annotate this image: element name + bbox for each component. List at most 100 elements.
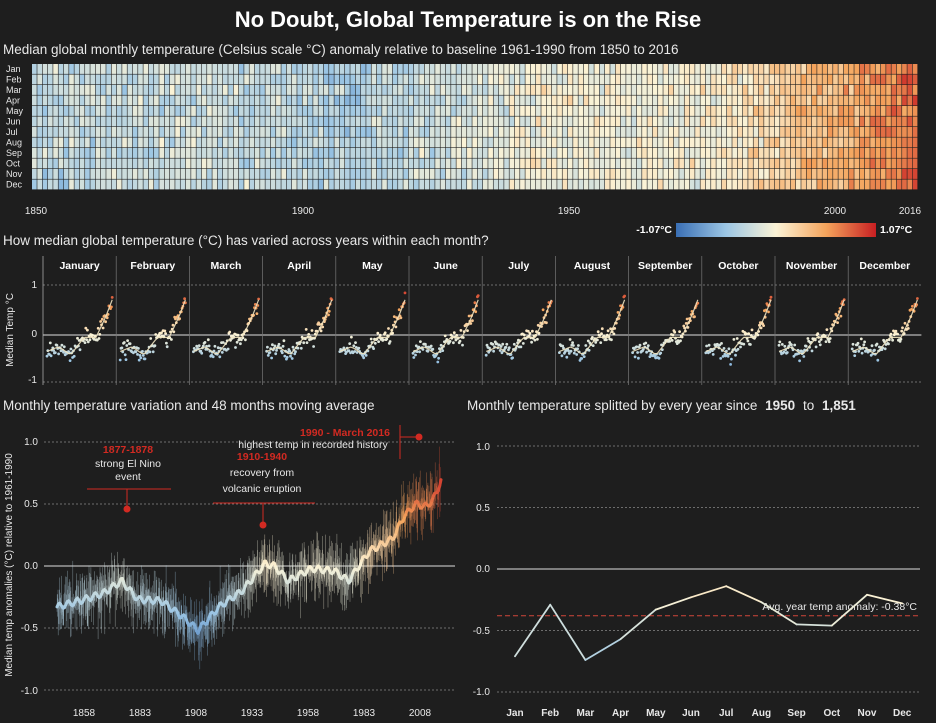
heatmap-cell[interactable]: [355, 179, 361, 190]
heatmap-cell[interactable]: [843, 64, 849, 74]
heatmap-cell[interactable]: [620, 95, 626, 106]
heatmap-cell[interactable]: [265, 127, 271, 137]
heatmap-cells[interactable]: [32, 64, 918, 190]
heatmap-cell[interactable]: [159, 158, 165, 169]
heatmap-cell[interactable]: [270, 106, 276, 116]
heatmap-cell[interactable]: [233, 127, 239, 137]
heatmap-cell[interactable]: [286, 74, 292, 85]
heatmap-cell[interactable]: [270, 158, 276, 169]
heatmap-cell[interactable]: [875, 158, 881, 169]
heatmap-cell[interactable]: [567, 106, 573, 116]
heatmap-cell[interactable]: [191, 137, 196, 148]
heatmap-cell[interactable]: [780, 95, 785, 106]
heatmap-cell[interactable]: [334, 106, 340, 116]
heatmap-cell[interactable]: [318, 85, 324, 95]
heatmap-cell[interactable]: [764, 95, 769, 106]
heatmap-cell[interactable]: [249, 127, 255, 137]
heatmap-cell[interactable]: [302, 116, 308, 127]
heatmap-cell[interactable]: [249, 106, 255, 116]
heatmap-cell[interactable]: [138, 106, 143, 116]
heatmap-cell[interactable]: [504, 127, 509, 137]
heatmap-cell[interactable]: [47, 127, 53, 137]
heatmap-cell[interactable]: [514, 85, 520, 95]
heatmap-cell[interactable]: [217, 74, 223, 85]
heatmap-cell[interactable]: [721, 169, 727, 179]
heatmap-cell[interactable]: [318, 106, 324, 116]
heatmap-cell[interactable]: [191, 64, 196, 74]
heatmap-cell[interactable]: [398, 179, 403, 190]
heatmap-cell[interactable]: [817, 137, 822, 148]
heatmap-cell[interactable]: [63, 106, 69, 116]
heatmap-cell[interactable]: [689, 169, 695, 179]
heatmap-cell[interactable]: [891, 127, 897, 137]
heatmap-cell[interactable]: [737, 179, 743, 190]
heatmap-cell[interactable]: [47, 85, 53, 95]
heatmap-cell[interactable]: [684, 85, 690, 95]
heatmap-cell[interactable]: [37, 158, 43, 169]
heatmap-cell[interactable]: [233, 64, 239, 74]
heatmap-cell[interactable]: [419, 106, 424, 116]
heatmap-cell[interactable]: [758, 85, 764, 95]
heatmap-cell[interactable]: [822, 179, 828, 190]
heatmap-cell[interactable]: [578, 169, 584, 179]
heatmap-cell[interactable]: [801, 95, 806, 106]
heatmap-cell[interactable]: [520, 106, 525, 116]
heatmap-cell[interactable]: [445, 74, 451, 85]
heatmap-cell[interactable]: [376, 127, 382, 137]
heatmap-cell[interactable]: [647, 116, 653, 127]
heatmap-cell[interactable]: [636, 85, 642, 95]
heatmap-cell[interactable]: [106, 106, 111, 116]
heatmap-cell[interactable]: [467, 74, 472, 85]
heatmap-cell[interactable]: [360, 116, 366, 127]
heatmap-cell[interactable]: [509, 169, 515, 179]
heatmap-cell[interactable]: [753, 169, 759, 179]
heatmap-cell[interactable]: [424, 116, 430, 127]
heatmap-cell[interactable]: [498, 64, 504, 74]
heatmap-cell[interactable]: [902, 179, 907, 190]
heatmap-cell[interactable]: [334, 169, 340, 179]
heatmap-cell[interactable]: [413, 148, 419, 158]
heatmap-cell[interactable]: [546, 64, 552, 74]
heatmap-cell[interactable]: [132, 95, 138, 106]
heatmap-cell[interactable]: [573, 64, 578, 74]
heatmap-cell[interactable]: [238, 85, 244, 95]
heatmap-cell[interactable]: [557, 74, 562, 85]
heatmap-cell[interactable]: [880, 74, 886, 85]
heatmap-cell[interactable]: [47, 179, 53, 190]
heatmap-cell[interactable]: [276, 74, 281, 85]
heatmap-cell[interactable]: [488, 85, 493, 95]
heatmap-cell[interactable]: [260, 169, 265, 179]
heatmap-cell[interactable]: [154, 137, 159, 148]
heatmap-cell[interactable]: [578, 127, 584, 137]
heatmap-cell[interactable]: [53, 137, 58, 148]
heatmap-cell[interactable]: [520, 64, 525, 74]
heatmap-cell[interactable]: [451, 95, 456, 106]
heatmap-cell[interactable]: [870, 95, 875, 106]
heatmap-cell[interactable]: [875, 137, 881, 148]
heatmap-cell[interactable]: [382, 95, 387, 106]
heatmap-cell[interactable]: [429, 179, 435, 190]
heatmap-cell[interactable]: [297, 106, 302, 116]
heatmap-cell[interactable]: [573, 179, 578, 190]
heatmap-cell[interactable]: [90, 137, 96, 148]
heatmap-cell[interactable]: [111, 179, 117, 190]
heatmap-cell[interactable]: [58, 64, 64, 74]
heatmap-cell[interactable]: [764, 179, 769, 190]
heatmap-cell[interactable]: [392, 64, 398, 74]
heatmap-cell[interactable]: [647, 158, 653, 169]
heatmap-cell[interactable]: [737, 137, 743, 148]
heatmap-cell[interactable]: [700, 169, 706, 179]
heatmap-cell[interactable]: [525, 158, 531, 169]
heatmap-cell[interactable]: [180, 106, 186, 116]
heatmap-cell[interactable]: [849, 64, 854, 74]
heatmap-cell[interactable]: [620, 148, 626, 158]
heatmap-cell[interactable]: [498, 158, 504, 169]
heatmap-cell[interactable]: [886, 127, 891, 137]
heatmap-cell[interactable]: [520, 116, 525, 127]
heatmap-cell[interactable]: [742, 148, 748, 158]
heatmap-cell[interactable]: [673, 64, 679, 74]
heatmap-cell[interactable]: [254, 179, 260, 190]
heatmap-cell[interactable]: [244, 179, 249, 190]
heatmap-cell[interactable]: [254, 95, 260, 106]
heatmap-cell[interactable]: [286, 95, 292, 106]
